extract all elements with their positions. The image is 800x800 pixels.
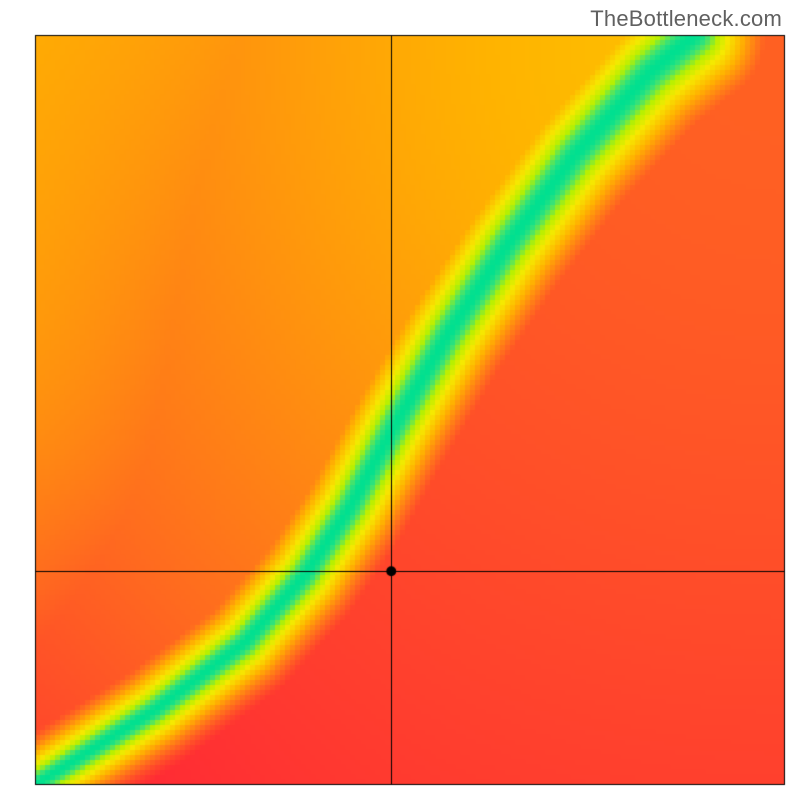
bottleneck-heatmap (0, 0, 800, 800)
watermark-text: TheBottleneck.com (590, 6, 782, 32)
